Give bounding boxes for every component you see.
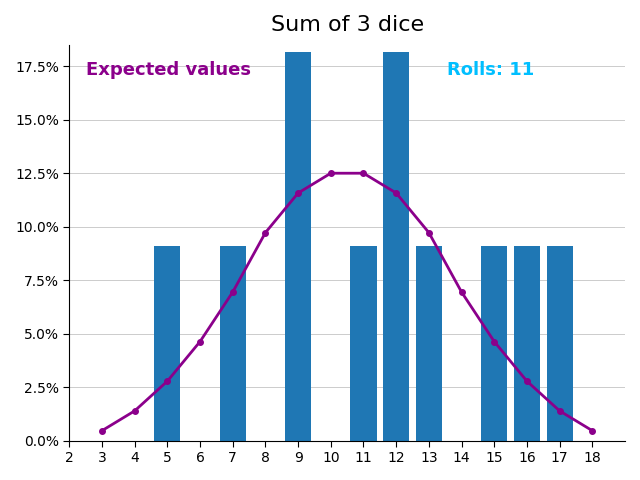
Bar <box>514 246 540 441</box>
Text: Rolls: 11: Rolls: 11 <box>447 60 534 79</box>
Title: Sum of 3 dice: Sum of 3 dice <box>271 15 424 35</box>
Bar <box>220 246 246 441</box>
Bar <box>154 246 180 441</box>
Bar <box>547 246 573 441</box>
Bar <box>383 52 409 441</box>
Bar <box>351 246 376 441</box>
Text: Expected values: Expected values <box>86 60 251 79</box>
Bar <box>416 246 442 441</box>
Bar <box>481 246 508 441</box>
Bar <box>285 52 311 441</box>
